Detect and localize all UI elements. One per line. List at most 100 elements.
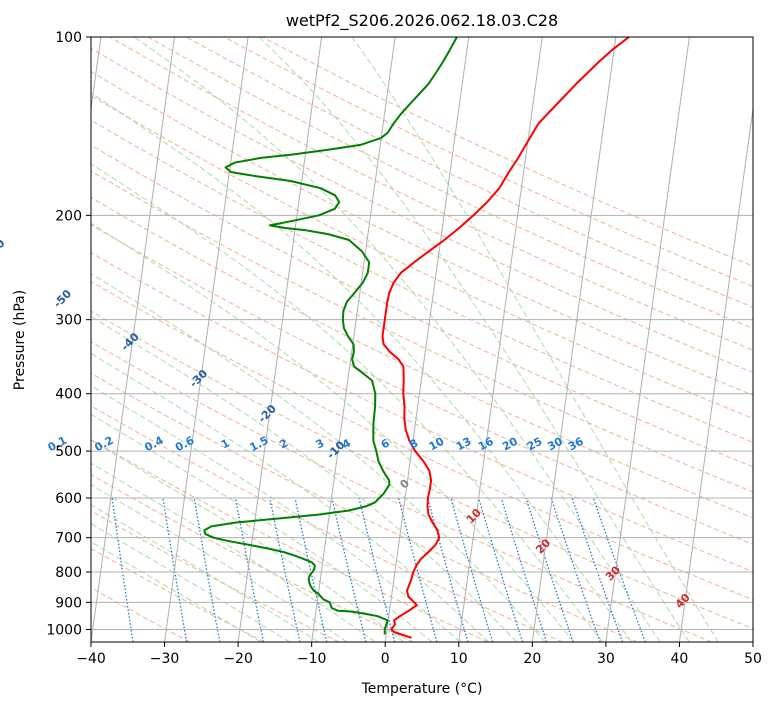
moist-adiabat <box>91 504 319 642</box>
isotherm-line <box>164 37 249 642</box>
x-tick-label: 30 <box>597 651 615 667</box>
mixing-ratio-label: 30 <box>545 435 565 454</box>
moist-adiabat <box>91 484 348 642</box>
moist-adiabat <box>91 315 518 642</box>
dry-adiabat <box>91 280 753 601</box>
y-tick-label: 1000 <box>46 622 82 638</box>
dry-adiabat <box>91 310 753 630</box>
moist-adiabat <box>91 462 376 642</box>
mixing-ratio-label: 20 <box>500 435 520 454</box>
y-tick-label: 800 <box>55 565 82 581</box>
moist-adiabat <box>91 523 291 642</box>
mixing-ratio-line <box>525 497 574 642</box>
isotherm-line <box>605 37 690 642</box>
dewpoint-line <box>203 37 458 635</box>
plot-frame <box>90 36 754 643</box>
moist-adiabat <box>91 439 404 642</box>
x-tick-label: −10 <box>297 651 327 667</box>
isotherm-label: 20 <box>533 536 553 556</box>
mixing-ratio-label: 36 <box>566 435 586 454</box>
moist-adiabat <box>91 541 262 642</box>
chart-title: wetPf2_S206.2026.062.18.03.C28 <box>286 11 558 31</box>
moist-adiabat <box>91 352 489 642</box>
x-tick-label: 10 <box>450 651 468 667</box>
moist-adiabat <box>258 37 690 642</box>
mixing-ratio-line <box>294 497 328 642</box>
mixing-ratio-line <box>331 497 367 642</box>
isotherm-label: -30 <box>187 367 210 390</box>
y-tick-label: 600 <box>55 491 82 507</box>
moist-adiabat <box>133 37 661 642</box>
dry-adiabat <box>91 547 265 642</box>
isotherm-line <box>531 37 617 642</box>
moist-adiabat <box>91 163 603 642</box>
x-tick-label: −30 <box>150 651 180 667</box>
mixing-ratio-line <box>500 497 548 642</box>
mixing-ratio-line <box>358 497 396 642</box>
isotherm-line <box>91 37 102 113</box>
mixing-ratio-label: 10 <box>427 435 447 454</box>
mixing-ratio-line <box>193 497 221 642</box>
mixing-ratio-line <box>550 497 601 642</box>
dry-adiabat <box>91 144 753 468</box>
x-tick-label: 40 <box>671 651 689 667</box>
moist-adiabat <box>91 92 632 642</box>
isotherm-label: 40 <box>673 591 693 611</box>
dry-adiabat <box>91 196 753 519</box>
dry-adiabat <box>261 37 753 267</box>
moist-adiabat <box>91 222 575 642</box>
x-tick-label: 50 <box>744 651 762 667</box>
x-tick-label: −40 <box>76 651 106 667</box>
dry-adiabat <box>109 37 753 351</box>
moist-adiabat <box>351 37 719 642</box>
dry-adiabat <box>91 95 753 420</box>
mixing-ratio-label: 25 <box>525 435 545 454</box>
y-tick-label: 900 <box>55 595 82 611</box>
dry-adiabat <box>91 223 753 545</box>
dry-adiabat <box>91 251 753 573</box>
dry-adiabat <box>91 170 753 493</box>
y-tick-label: 100 <box>55 30 82 46</box>
mixing-ratio-line <box>269 497 301 642</box>
mixing-ratio-label: 3 <box>314 436 327 451</box>
x-axis-label: Temperature (°C) <box>361 681 483 697</box>
dry-adiabat <box>91 70 753 396</box>
isotherm-line <box>678 105 753 642</box>
x-tick-label: 0 <box>381 651 390 667</box>
isotherm-line <box>458 37 543 642</box>
mixing-ratio-line <box>234 497 265 642</box>
mixing-ratio-label: 16 <box>476 435 496 454</box>
isotherm-line <box>237 37 323 642</box>
mixing-ratio-label: 13 <box>454 435 474 454</box>
isotherm-line <box>752 638 753 642</box>
isotherm-line <box>91 37 175 642</box>
mixing-ratio-line <box>397 497 438 642</box>
isotherm-label: 10 <box>464 506 484 526</box>
y-tick-label: 700 <box>55 531 82 547</box>
y-axis-label: Pressure (hPa) <box>12 290 28 390</box>
isotherm-label: -50 <box>51 287 74 310</box>
mixing-ratio-label: 1 <box>219 436 232 451</box>
isotherm-label: 30 <box>603 563 623 583</box>
y-tick-label: 500 <box>55 444 82 460</box>
isotherm-label: -40 <box>119 330 142 353</box>
mixing-ratio-line <box>478 497 524 642</box>
x-tick-label: 20 <box>523 651 541 667</box>
isotherm-line <box>384 37 470 642</box>
x-tick-label: −20 <box>223 651 253 667</box>
y-tick-label: 200 <box>55 208 82 224</box>
pressure-grid <box>91 37 753 630</box>
dry-adiabat <box>91 119 753 443</box>
profile-lines <box>203 37 630 639</box>
dry-adiabat <box>91 439 489 642</box>
temperature-line <box>381 37 630 639</box>
dry-adiabat <box>91 47 753 374</box>
moist-adiabat <box>91 272 546 642</box>
isotherm-label: -20 <box>256 402 279 425</box>
dry-adiabat <box>91 341 713 642</box>
y-tick-label: 300 <box>55 313 82 329</box>
dry-adiabat <box>147 37 753 330</box>
mixing-ratio-label: 6 <box>379 436 392 451</box>
